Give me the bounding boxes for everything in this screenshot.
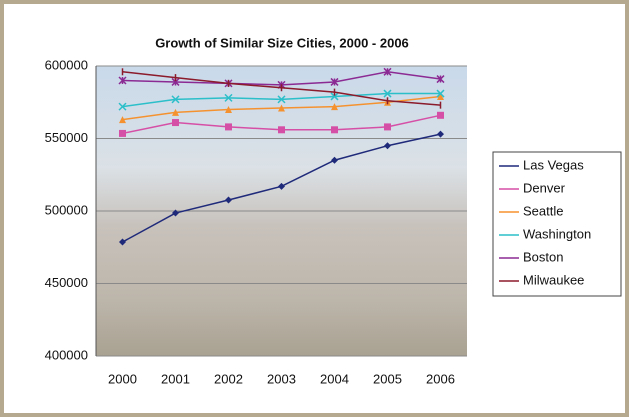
legend-label: Boston — [523, 249, 563, 264]
data-point — [278, 126, 285, 134]
data-point — [118, 102, 127, 111]
legend — [492, 151, 622, 297]
data-point — [119, 238, 126, 246]
data-point — [330, 92, 339, 101]
data-point — [278, 104, 285, 112]
data-point — [436, 75, 445, 84]
data-point — [119, 116, 126, 124]
x-tick-label: 2004 — [320, 371, 349, 386]
x-tick-label: 2003 — [267, 371, 296, 386]
data-point — [171, 95, 180, 104]
data-point — [436, 89, 445, 98]
data-point — [172, 108, 179, 116]
data-point — [384, 123, 391, 131]
y-tick-label: 500000 — [45, 202, 88, 217]
data-point — [225, 123, 232, 131]
data-point — [383, 89, 392, 98]
data-point — [118, 76, 127, 85]
data-point — [331, 126, 338, 134]
legend-label: Milwaukee — [523, 272, 584, 287]
data-point — [437, 130, 444, 138]
data-point — [437, 92, 444, 100]
x-tick-label: 2006 — [426, 371, 455, 386]
y-tick-label: 450000 — [45, 275, 88, 290]
legend-label: Seattle — [523, 203, 563, 218]
data-point — [277, 95, 286, 104]
data-point — [172, 119, 179, 127]
data-point — [437, 111, 444, 119]
x-tick-label: 2001 — [161, 371, 190, 386]
data-point — [384, 142, 391, 150]
data-point — [225, 106, 232, 113]
data-point — [383, 67, 392, 76]
x-tick-label: 2002 — [214, 371, 243, 386]
data-point — [331, 156, 338, 164]
y-tick-label: 600000 — [45, 57, 88, 72]
legend-label: Denver — [523, 180, 566, 195]
data-point — [119, 129, 126, 137]
data-point — [224, 93, 233, 102]
legend-label: Las Vegas — [523, 157, 584, 172]
data-point — [172, 209, 179, 217]
y-tick-label: 550000 — [45, 130, 88, 145]
chart-title: Growth of Similar Size Cities, 2000 - 20… — [155, 35, 409, 50]
data-point — [330, 77, 339, 86]
legend-label: Washington — [523, 226, 591, 241]
data-point — [278, 182, 285, 190]
data-point — [225, 196, 232, 204]
x-tick-label: 2000 — [108, 371, 137, 386]
x-tick-label: 2005 — [373, 371, 402, 386]
y-tick-label: 400000 — [45, 347, 88, 362]
data-point — [331, 103, 338, 111]
